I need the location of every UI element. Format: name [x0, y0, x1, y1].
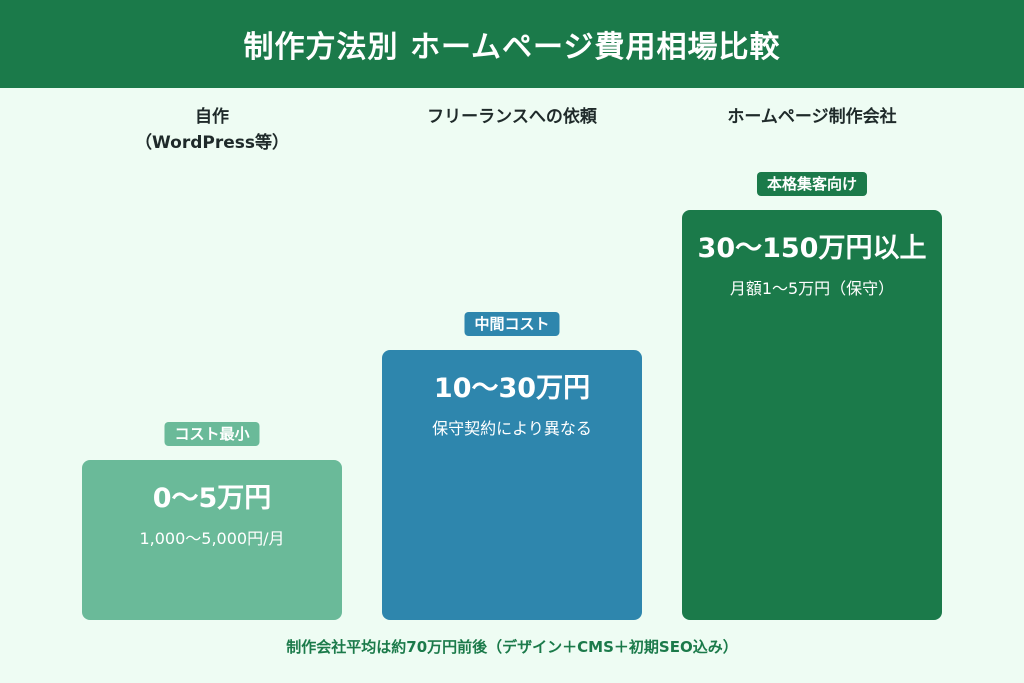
bar: 0〜5万円 1,000〜5,000円/月 [82, 460, 342, 620]
category-label: フリーランスへの依頼 [427, 107, 597, 127]
header-banner: 制作方法別 ホームページ費用相場比較 [0, 0, 1024, 88]
bar-badge: 中間コスト [464, 312, 560, 336]
bar-value-label: 30〜150万円以上 [697, 233, 927, 264]
bar-badge: 本格集客向け [756, 172, 868, 196]
bar-sub-label: 月額1〜5万円（保守） [729, 279, 895, 298]
page-title: 制作方法別 ホームページ費用相場比較 [243, 30, 781, 65]
category-label: 自作 （WordPress等） [135, 107, 289, 153]
bar-sub-label: 保守契約により異なる [432, 419, 592, 438]
bar-value-label: 10〜30万円 [433, 373, 591, 404]
bar-badge: コスト最小 [164, 422, 260, 446]
bar-value-label: 0〜5万円 [152, 483, 272, 514]
bar-sub-label: 1,000〜5,000円/月 [139, 529, 285, 548]
bar: 10〜30万円保守契約により異なる [382, 350, 642, 620]
footer-note: 制作会社平均は約70万円前後（デザイン＋CMS＋初期SEO込み） [286, 638, 738, 656]
category-label: ホームページ制作会社 [727, 107, 897, 127]
bar: 30〜150万円以上月額1〜5万円（保守） [682, 210, 942, 620]
